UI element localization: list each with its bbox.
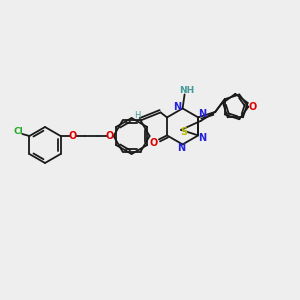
Text: N: N [198, 134, 206, 143]
Text: NH: NH [179, 86, 194, 95]
Text: Cl: Cl [14, 128, 23, 136]
Text: S: S [181, 127, 188, 137]
Text: N: N [178, 143, 186, 153]
Text: N: N [173, 102, 182, 112]
Text: O: O [150, 138, 158, 148]
Text: H: H [134, 111, 141, 120]
Text: N: N [198, 110, 206, 119]
Text: O: O [106, 131, 114, 141]
Text: O: O [248, 102, 256, 112]
Text: O: O [68, 131, 77, 141]
